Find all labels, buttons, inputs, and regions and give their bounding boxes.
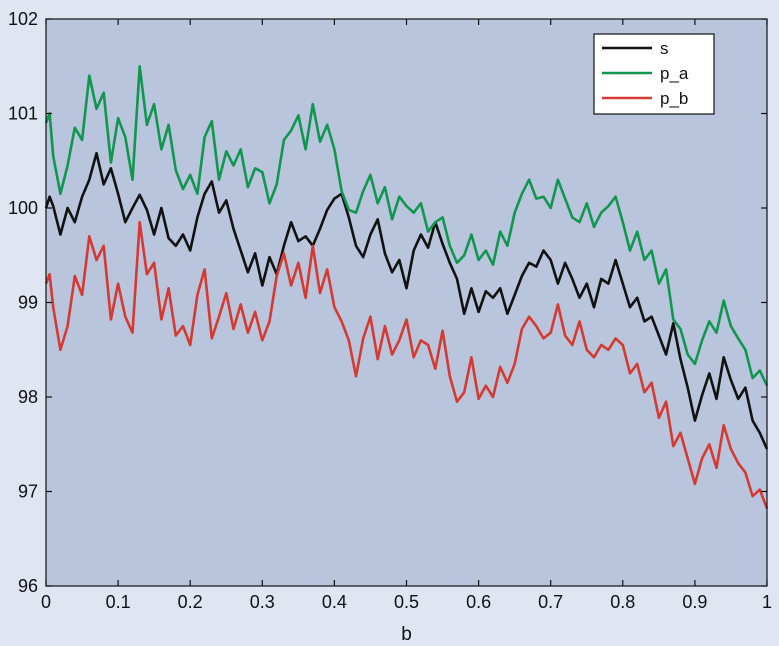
series-line-s bbox=[44, 151, 769, 450]
x-axis-title: b bbox=[401, 624, 412, 645]
x-tick-label: 0.2 bbox=[178, 592, 203, 612]
x-tick-label: 0.8 bbox=[610, 592, 635, 612]
legend-label-p-a: p_a bbox=[660, 64, 689, 83]
legend: s p_a p_b bbox=[593, 33, 715, 115]
y-tick-label: 102 bbox=[8, 9, 38, 29]
y-tick-label: 100 bbox=[8, 198, 38, 218]
x-tick-label: 0.1 bbox=[106, 592, 131, 612]
series-line-p-a bbox=[44, 65, 769, 387]
x-tick-label: 0.9 bbox=[682, 592, 707, 612]
x-tick-label: 0.5 bbox=[394, 592, 419, 612]
series-layer bbox=[44, 65, 769, 509]
x-tick-label: 0.3 bbox=[250, 592, 275, 612]
x-tick-label: 0.7 bbox=[538, 592, 563, 612]
x-tick-label: 1 bbox=[762, 592, 772, 612]
y-tick-label: 98 bbox=[18, 387, 38, 407]
legend-label-s: s bbox=[660, 39, 669, 58]
y-tick-label: 97 bbox=[18, 482, 38, 502]
y-tick-label: 101 bbox=[8, 104, 38, 124]
series-line-p-b bbox=[44, 220, 769, 509]
x-tick-label: 0.4 bbox=[322, 592, 347, 612]
x-tick-label: 0.6 bbox=[466, 592, 491, 612]
legend-label-p-b: p_b bbox=[660, 89, 688, 108]
y-tick-label: 99 bbox=[18, 293, 38, 313]
axis-layer: 0 0.1 0.2 0.3 0.4 0.5 0.6 0.7 0.8 0.9 1 96 97 98 99 100… bbox=[8, 9, 772, 612]
y-tick-label: 96 bbox=[18, 576, 38, 596]
x-tick-label: 0 bbox=[41, 592, 51, 612]
